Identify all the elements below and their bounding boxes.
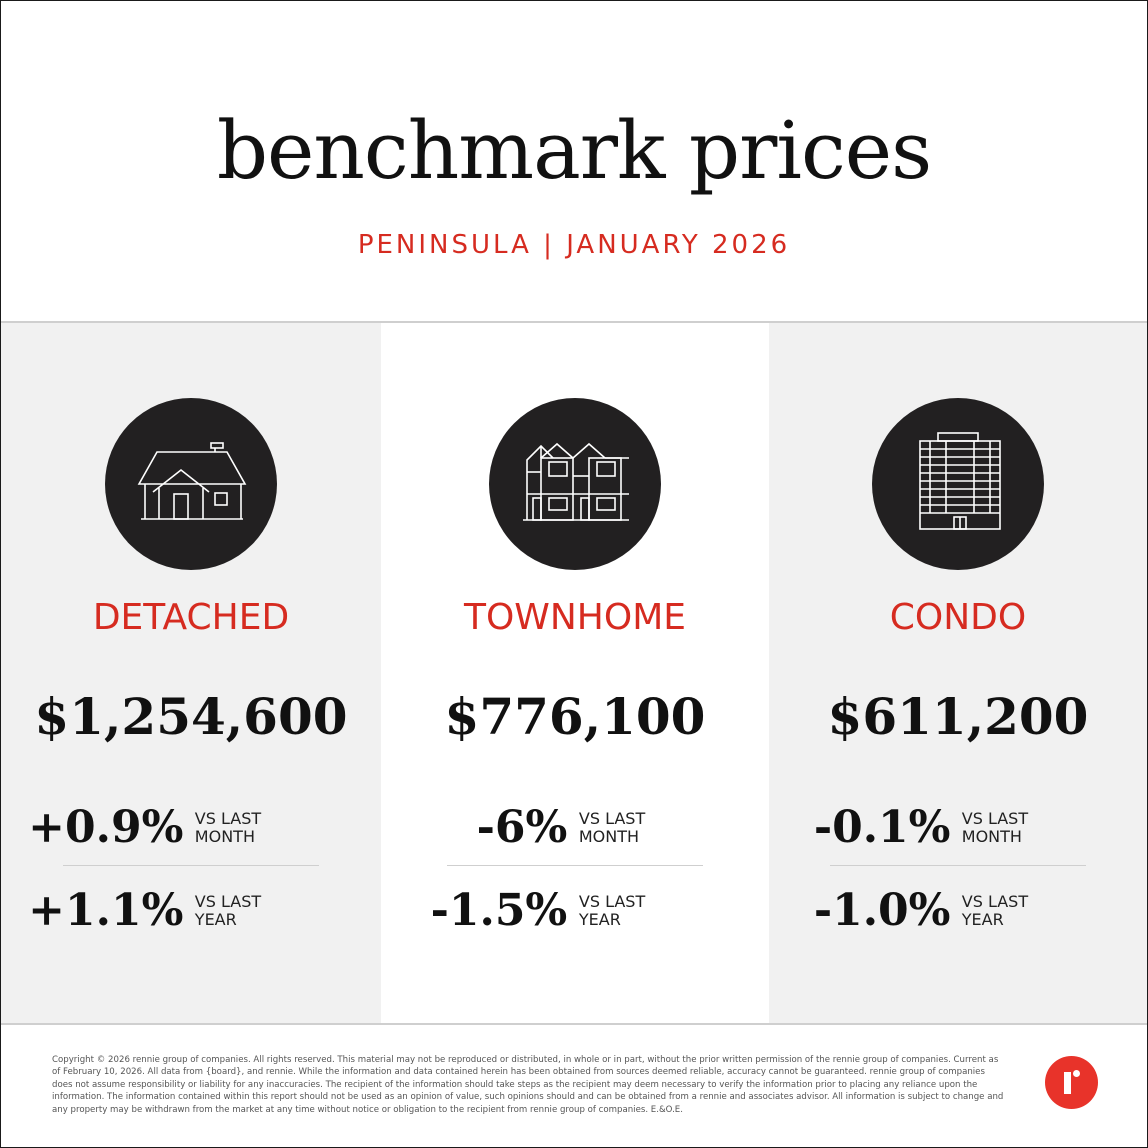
period-text: YEAR bbox=[578, 910, 621, 929]
vs-last-text: VS LAST bbox=[578, 809, 646, 828]
year-change: -1.5% VS LAST YEAR bbox=[381, 881, 769, 941]
year-change-value: -1.5% bbox=[430, 885, 568, 936]
page-subtitle: PENINSULA | JANUARY 2026 bbox=[357, 230, 791, 260]
stat-divider bbox=[830, 865, 1086, 866]
period-text: YEAR bbox=[961, 910, 1004, 929]
footer-divider bbox=[1, 1023, 1147, 1025]
page-title: benchmark prices bbox=[216, 104, 932, 197]
month-change-label: VS LAST MONTH bbox=[579, 810, 645, 846]
month-change: -0.1% VS LAST MONTH bbox=[769, 798, 1147, 858]
vs-last-text: VS LAST bbox=[194, 809, 262, 828]
townhome-panel: TOWNHOME $776,100 -6% VS LAST MONTH -1.5… bbox=[381, 323, 769, 1023]
benchmark-price: $611,200 bbox=[827, 687, 1089, 746]
month-change: -6% VS LAST MONTH bbox=[381, 798, 769, 858]
header-divider bbox=[1, 321, 1147, 323]
vs-last-text: VS LAST bbox=[961, 809, 1029, 828]
period-text: MONTH bbox=[578, 827, 640, 846]
month-change-label: VS LAST MONTH bbox=[962, 810, 1028, 846]
month-change-value: -0.1% bbox=[813, 802, 951, 853]
period-text: MONTH bbox=[961, 827, 1022, 846]
property-type-label: DETACHED bbox=[92, 597, 290, 638]
stat-divider bbox=[447, 865, 703, 866]
benchmark-price: $1,254,600 bbox=[34, 687, 348, 746]
month-change-value: +0.9% bbox=[28, 802, 184, 853]
month-change: +0.9% VS LAST MONTH bbox=[1, 798, 381, 858]
stat-divider bbox=[63, 865, 319, 866]
year-change: -1.0% VS LAST YEAR bbox=[769, 881, 1147, 941]
condo-panel: CONDO $611,200 -0.1% VS LAST MONTH -1.0%… bbox=[769, 323, 1147, 1023]
year-change: +1.1% VS LAST YEAR bbox=[1, 881, 381, 941]
footer-disclaimer: Copyright © 2026 rennie group of compani… bbox=[52, 1055, 1004, 1115]
detached-panel: DETACHED $1,254,600 +0.9% VS LAST MONTH … bbox=[1, 323, 381, 1023]
rennie-logo-icon bbox=[1045, 1056, 1098, 1109]
vs-last-text: VS LAST bbox=[961, 892, 1029, 911]
house-icon bbox=[105, 398, 277, 570]
month-change-label: VS LAST MONTH bbox=[195, 810, 261, 846]
year-change-label: VS LAST YEAR bbox=[962, 893, 1028, 929]
header: benchmark prices PENINSULA | JANUARY 202… bbox=[1, 1, 1147, 321]
property-type-label: TOWNHOME bbox=[463, 597, 687, 638]
year-change-value: -1.0% bbox=[813, 885, 951, 936]
condo-building-icon bbox=[872, 398, 1044, 570]
year-change-value: +1.1% bbox=[28, 885, 184, 936]
period-text: MONTH bbox=[194, 827, 255, 846]
year-change-label: VS LAST YEAR bbox=[195, 893, 261, 929]
period-text: YEAR bbox=[194, 910, 237, 929]
vs-last-text: VS LAST bbox=[194, 892, 262, 911]
townhome-icon bbox=[489, 398, 661, 570]
year-change-label: VS LAST YEAR bbox=[579, 893, 645, 929]
benchmark-price: $776,100 bbox=[444, 687, 706, 746]
month-change-value: -6% bbox=[476, 802, 568, 853]
property-type-label: CONDO bbox=[889, 597, 1027, 638]
vs-last-text: VS LAST bbox=[578, 892, 646, 911]
